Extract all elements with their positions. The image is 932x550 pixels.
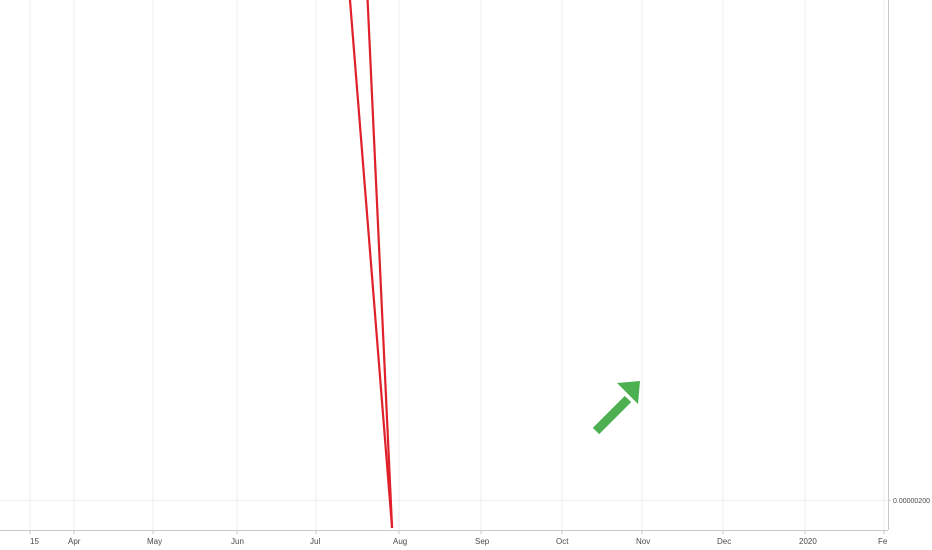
arrow-annotation xyxy=(592,381,640,435)
trendline-lower xyxy=(348,0,394,529)
y-axis[interactable]: 0.000038000.000036000.000034000.00003200… xyxy=(888,0,932,550)
arrow-head xyxy=(617,381,640,404)
x-tick-label: Oct xyxy=(556,537,569,546)
y-axis-bg xyxy=(888,0,932,550)
x-tick-label: Sep xyxy=(475,537,490,546)
x-tick-label: Fe xyxy=(878,537,888,546)
trendlines xyxy=(348,0,394,529)
x-tick-label: Dec xyxy=(717,537,731,546)
arrow-shaft xyxy=(592,395,632,435)
x-axis[interactable]: 15 Apr May Jun Jul Aug Sep Oct Nov Dec 2020 Fe xyxy=(0,530,888,546)
x-tick-label: Jun xyxy=(231,537,244,546)
x-tick-label: Jul xyxy=(310,537,320,546)
x-tick-label: Apr xyxy=(68,537,81,546)
y-tick-label: 0.00000200 xyxy=(893,498,930,505)
x-tick-label: Nov xyxy=(636,537,650,546)
x-tick-label: Aug xyxy=(393,537,407,546)
x-tick-label: 2020 xyxy=(799,537,817,546)
x-tick-label: 15 xyxy=(30,537,39,546)
x-tick-label: May xyxy=(147,537,162,546)
grid xyxy=(0,0,888,530)
trendline-upper xyxy=(366,0,394,529)
